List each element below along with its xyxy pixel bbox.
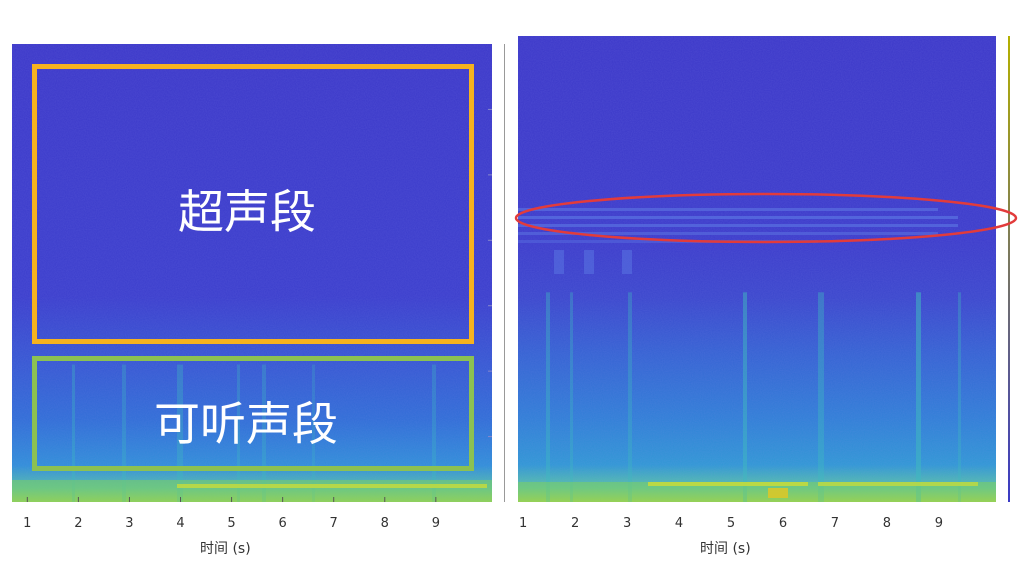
audible-band-label: 可听声段 [154, 397, 338, 451]
x-tick-label: 1 [519, 516, 527, 531]
x-tick-label: 7 [330, 516, 338, 531]
ultrasonic-band-label: 超声段 [178, 185, 316, 239]
energy-streak [237, 364, 240, 502]
left-x-axis-label: 时间 (s) [200, 541, 251, 557]
energy-streak [312, 364, 315, 502]
harmonic-highlight-ellipse [514, 192, 1018, 244]
x-tick-label: 7 [831, 516, 839, 531]
energy-streak [958, 292, 961, 502]
energy-streak [177, 364, 183, 502]
audible-band-box [32, 356, 474, 471]
left-energy-streaks [72, 364, 436, 502]
right-spectrogram-plot [518, 36, 996, 502]
left-x-axis: 1 2 3 4 5 6 7 8 9 [23, 108, 492, 531]
x-tick-label: 6 [779, 516, 787, 531]
energy-streak [262, 364, 266, 502]
x-tick-label: 5 [727, 516, 735, 531]
left-spectrogram-plot [12, 44, 492, 502]
colorbar-edge [1008, 36, 1010, 502]
x-tick-label: 1 [23, 516, 31, 531]
x-tick-label: 6 [278, 516, 286, 531]
energy-streak [916, 292, 921, 502]
energy-streak [570, 292, 573, 502]
x-tick-label: 5 [227, 516, 235, 531]
energy-streak [122, 364, 126, 502]
x-tick-label: 9 [432, 516, 440, 531]
ultrasonic-band-box [32, 64, 474, 344]
left-spectrogram-panel: 超声段 可听声段 [12, 44, 492, 502]
x-tick-label: 8 [883, 516, 891, 531]
energy-streak [546, 292, 550, 502]
energy-streak [432, 364, 436, 502]
x-tick-label: 8 [381, 516, 389, 531]
x-tick-label: 9 [935, 516, 943, 531]
right-spectrogram-svg [518, 36, 996, 502]
x-tick-label: 3 [125, 516, 133, 531]
energy-streak [628, 292, 632, 502]
panel-divider [504, 44, 505, 502]
x-tick-label: 2 [74, 516, 82, 531]
x-tick-label: 4 [675, 516, 683, 531]
right-x-axis-label: 时间 (s) [700, 541, 751, 557]
right-spectrogram-panel [518, 36, 996, 502]
right-energy-streaks [546, 292, 961, 502]
energy-streak [818, 292, 824, 502]
x-tick-label: 3 [623, 516, 631, 531]
energy-streak [72, 364, 75, 502]
energy-streak [743, 292, 747, 502]
left-spectrogram-svg [12, 44, 492, 502]
ultrasonic-harmonic-lines [518, 208, 958, 274]
x-tick-label: 4 [176, 516, 184, 531]
x-tick-label: 2 [571, 516, 579, 531]
